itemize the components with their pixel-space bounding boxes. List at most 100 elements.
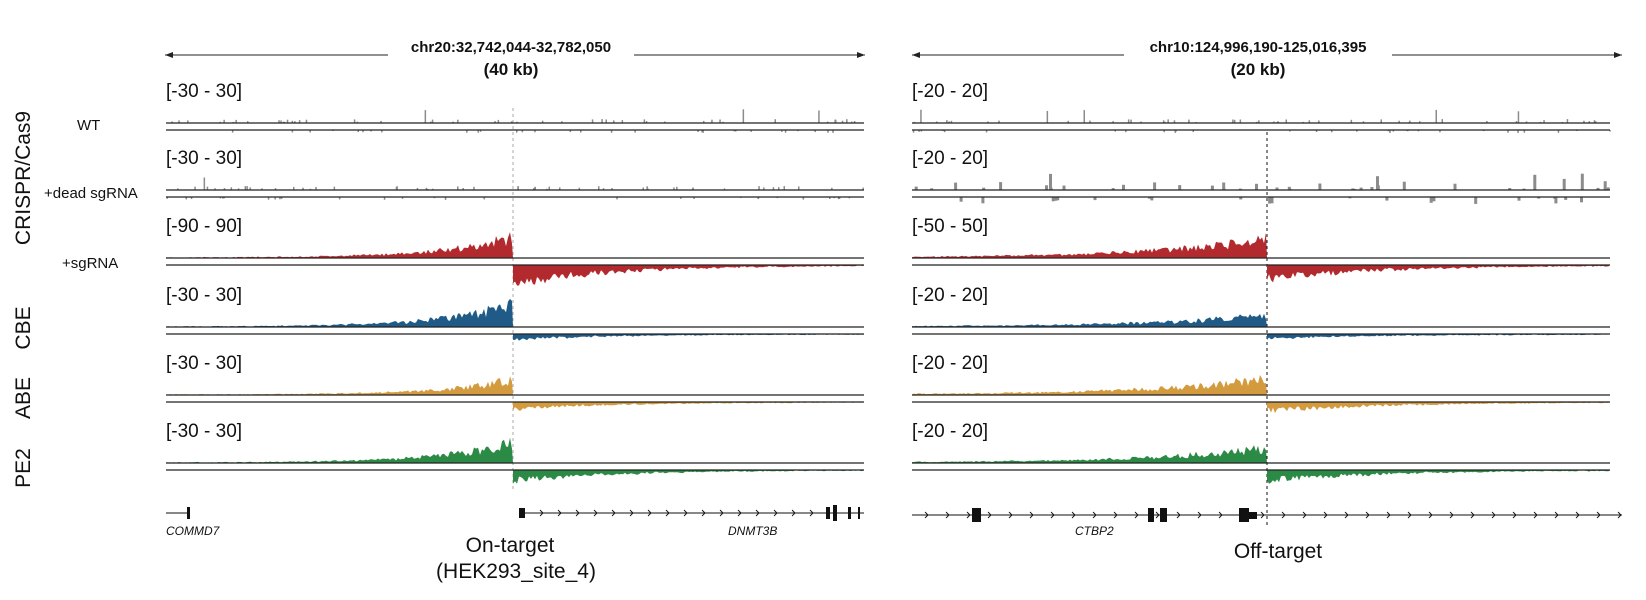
track-wt-left-minus-bar [370, 130, 372, 132]
track-dead-left-plus-bar [425, 187, 428, 190]
track-wt-left-plus-bar [541, 120, 544, 123]
row-label-sgrna: +sgRNA [62, 255, 118, 272]
track-dead-left-minus-bar [680, 197, 682, 199]
locus-size-left: (40 kb) [484, 60, 539, 79]
track-dead-right-minus-bar [1053, 197, 1057, 201]
track-dead-right-minus-bar [1148, 197, 1152, 199]
track-cbe-right-minus-strand [1267, 334, 1610, 340]
track-dead-right-plus-bar [1453, 183, 1457, 190]
track-wt-right-minus-bar [920, 130, 923, 132]
gene-label-dnmt3b: DNMT3B [728, 524, 777, 538]
track-dead-right-minus-bar [1093, 197, 1097, 201]
track-dead-right-plus-bar [1351, 188, 1355, 190]
track-dead-left-plus-bar [333, 186, 336, 190]
track-abe-left: [-30 - 30] [166, 353, 864, 411]
track-dead-left-minus-bar [166, 197, 168, 199]
track-wt-left-plus-bar [278, 120, 280, 123]
track-dead-left-plus-bar [431, 188, 434, 190]
track-wt-right-plus-bar [1285, 119, 1287, 123]
track-wt-left-plus-bar [711, 119, 713, 123]
track-dead-right-minus-bar [1554, 197, 1558, 204]
tracks-left: [-30 - 30] [-30 - 30] [-90 - 90] [-30 - 30]… [166, 81, 864, 484]
track-dead-right-plus-bar [1222, 188, 1226, 190]
track-wt-right-plus-bar [1167, 119, 1169, 123]
track-wt-left-minus-bar [735, 130, 737, 132]
group-labels: CRISPR/Cas9 CBE ABE PE2 [12, 111, 35, 488]
track-wt-left-minus-bar [781, 130, 783, 132]
target-label-right: Off-target [1234, 540, 1322, 563]
strand-tick [1512, 511, 1517, 519]
track-dead-right-minus-bar [1429, 197, 1433, 203]
track-wt-right-plus-bar [1566, 119, 1569, 123]
track-wt-left-plus-bar [356, 121, 359, 123]
track-dead-right-plus-bar [1238, 188, 1242, 190]
track-wt-right-plus-bar [1188, 119, 1190, 123]
strand-tick [683, 509, 688, 517]
track-dead-left-minus-bar [219, 197, 222, 199]
track-wt-right-minus-bar [1507, 130, 1509, 133]
strand-tick [1218, 511, 1223, 519]
track-sgrna-right-plus-strand [912, 232, 1267, 258]
track-wt-right-minus-bar [1174, 130, 1176, 133]
track-dead-right-plus-bar [1376, 185, 1380, 190]
strand-tick [1428, 511, 1433, 519]
track-wt-left-plus-bar [601, 119, 603, 123]
track-dead-right-plus-bar [930, 188, 934, 190]
track-wt-left-minus-bar [381, 130, 383, 133]
track-wt-left-plus-bar [247, 121, 249, 123]
track-pe2-left-range: [-30 - 30] [166, 421, 242, 442]
track-wt-left-plus-bar [613, 120, 615, 123]
group-label-abe: ABE [12, 377, 35, 419]
track-wt-left-plus-bar [353, 119, 356, 123]
track-dead-left-minus-bar [757, 197, 759, 200]
strand-tick [719, 509, 724, 517]
track-cbe-right-range: [-20 - 20] [912, 285, 988, 306]
track-dead-left-plus-bar [214, 188, 216, 190]
track-dead-left-plus-bar [772, 187, 775, 190]
track-wt-right-plus-bar [1543, 120, 1545, 123]
track-sgrna-left-plus-strand [166, 232, 513, 258]
track-wt-left-minus-bar [569, 130, 572, 133]
locus-coordinates-right: chr10:124,996,190-125,016,395 [1150, 39, 1367, 56]
track-dead-left-range: [-30 - 30] [166, 148, 242, 169]
track-dead-left-plus-bar [517, 186, 519, 190]
track-dead-left-plus-bar [559, 187, 561, 190]
track-wt-left-minus-bar [827, 130, 829, 133]
track-wt-right-plus-bar [1486, 121, 1488, 123]
track-wt-left-minus-bar [697, 130, 699, 132]
strand-tick [1365, 511, 1370, 519]
row-label-wt: WT [77, 117, 100, 134]
track-dead-left-minus-bar [280, 197, 283, 199]
track-wt-left-minus-bar [634, 130, 636, 133]
track-dead-right-plus-bar [1522, 188, 1526, 190]
track-dead-left-plus-bar [602, 188, 605, 190]
track-dead-right-minus-bar [1056, 197, 1060, 201]
track-dead-left-minus-bar [802, 197, 805, 200]
track-dead-left-plus-bar [230, 187, 233, 190]
track-dead-left-minus-bar [848, 197, 851, 199]
track-pe2-left-plus-strand [166, 437, 513, 463]
track-dead-left-minus-bar [616, 197, 618, 200]
track-wt-right-plus-bar [987, 121, 989, 123]
track-dead-left-plus-bar [274, 188, 277, 190]
track-wt-right-plus-bar [1308, 120, 1311, 123]
track-wt-right-plus-bar [1409, 120, 1411, 123]
track-wt-right-minus-bar [1289, 130, 1291, 132]
track-wt-right-plus-bar [1593, 120, 1596, 123]
track-dead-right-plus-bar [1318, 183, 1322, 190]
track-wt-right-plus-bar [1350, 119, 1353, 123]
track-dead-right-plus-bar [1111, 188, 1115, 190]
track-dead-left-plus-bar [246, 186, 248, 190]
track-wt-left-plus-bar [605, 119, 607, 123]
strand-tick [1050, 511, 1055, 519]
track-dead-right-minus-bar [1239, 197, 1243, 200]
track-dead-right-plus-bar [1402, 181, 1406, 190]
track-abe-right-minus-strand [1267, 402, 1610, 414]
track-wt-right-minus-bar [1609, 130, 1611, 132]
track-dead-left-plus-bar [249, 187, 251, 190]
strand-tick [575, 509, 580, 517]
track-wt-left-minus-bar [357, 130, 359, 133]
strand-tick [809, 509, 814, 517]
track-wt-left-minus-bar [479, 130, 482, 132]
